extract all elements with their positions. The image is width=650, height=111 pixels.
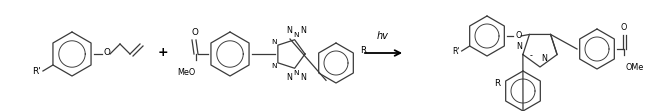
Text: O: O [192,28,198,37]
Text: N: N [300,73,306,82]
Text: R: R [494,78,500,87]
Text: O: O [104,49,111,57]
Text: R: R [360,47,366,56]
Text: MeO: MeO [177,68,195,77]
Text: N: N [293,32,299,38]
Text: -: - [530,51,533,60]
Text: N: N [286,73,292,82]
Text: N: N [293,70,299,76]
Text: O: O [515,31,521,40]
Text: N: N [516,42,522,51]
Text: O: O [621,23,627,32]
Text: R': R' [452,48,460,56]
Text: N: N [271,63,276,69]
Text: N: N [271,39,276,45]
Text: N: N [300,26,306,35]
Text: +: + [158,47,168,59]
Text: OMe: OMe [626,63,644,72]
Text: R': R' [32,67,41,76]
Text: hv: hv [377,31,389,41]
Text: N: N [541,54,547,63]
Text: N: N [286,26,292,35]
